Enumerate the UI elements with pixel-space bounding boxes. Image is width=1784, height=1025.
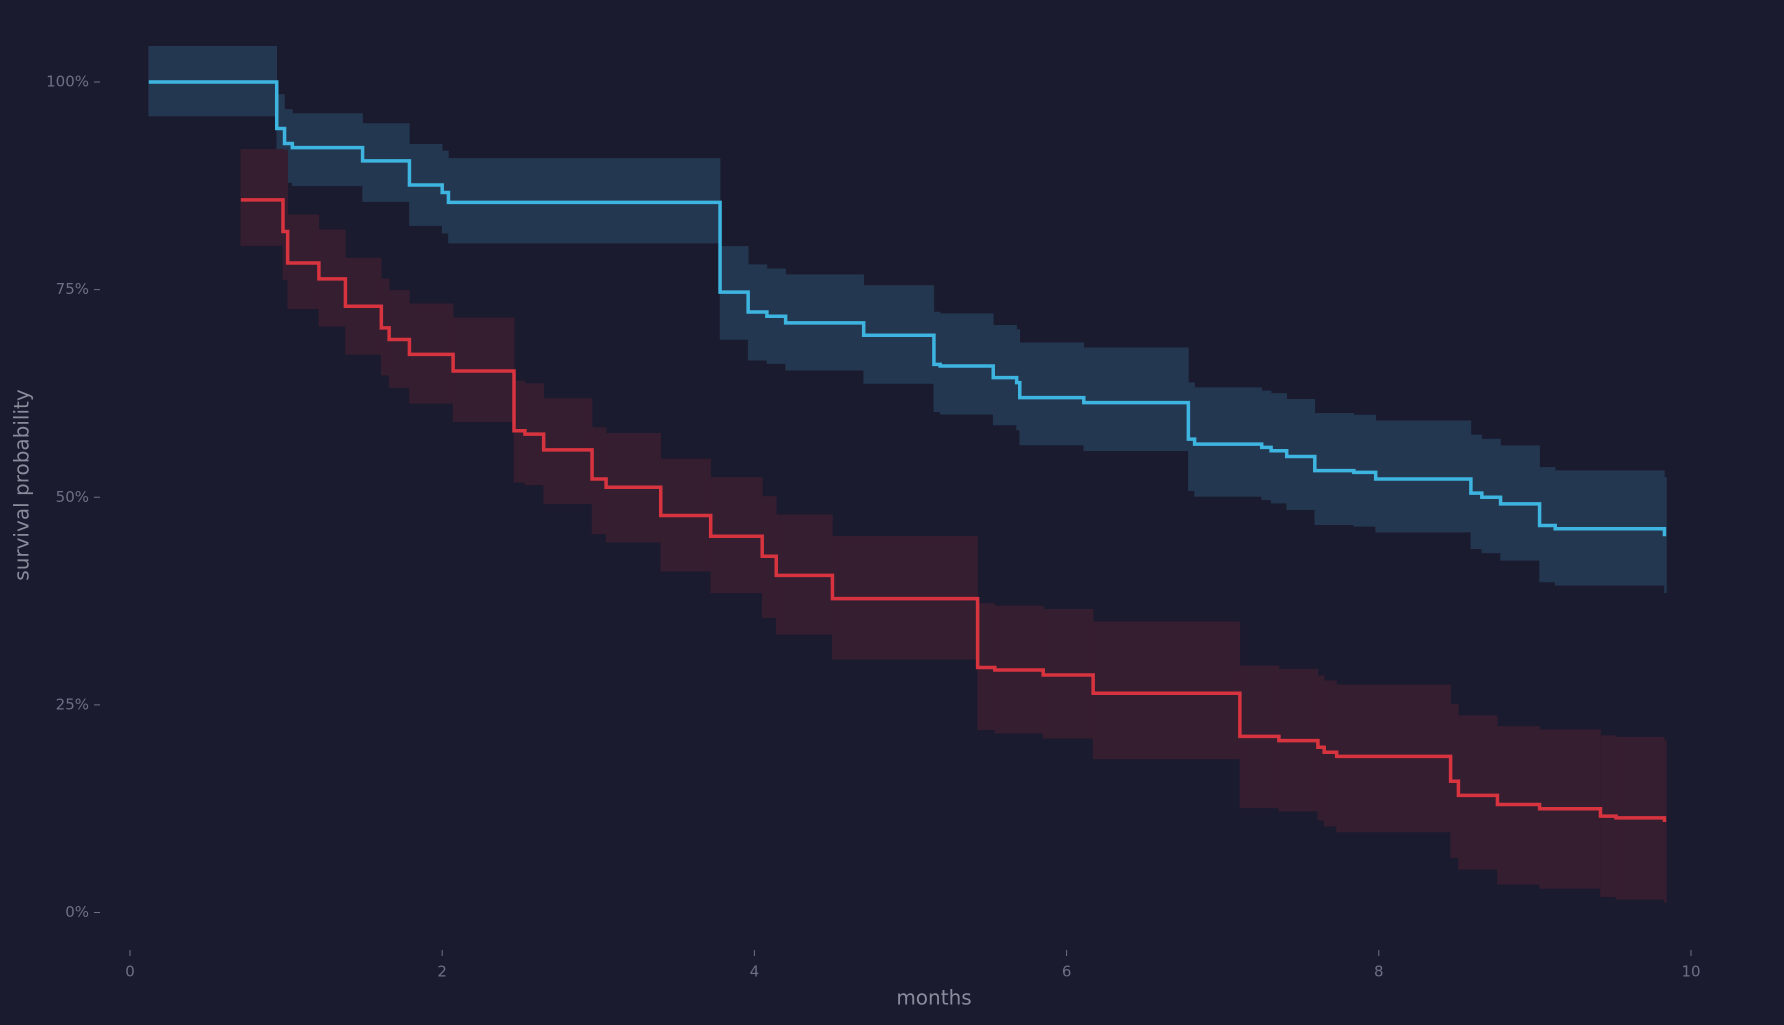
confidence-band [1019, 342, 1085, 446]
x-tick-label: 8 [1374, 963, 1384, 981]
survival-line [148, 80, 1667, 537]
confidence-band [1083, 347, 1189, 452]
y-tick-label: 75% [56, 280, 89, 298]
x-tick-label: 2 [437, 963, 447, 981]
confidence-band [1270, 393, 1288, 504]
confidence-band [292, 113, 363, 187]
confidence-band [939, 313, 994, 415]
x-tick-label: 6 [1062, 963, 1072, 981]
confidence-band [1375, 420, 1472, 533]
confidence-band [992, 325, 1017, 426]
y-tick-label: 50% [56, 488, 89, 506]
confidence-band [1458, 715, 1498, 870]
x-tick-label: 0 [125, 963, 135, 981]
y-tick-label: 100% [46, 73, 89, 91]
confidence-band [1092, 621, 1241, 760]
confidence-band [1194, 387, 1263, 497]
y-axis-label: survival probability [10, 389, 34, 581]
confidence-band [1336, 684, 1451, 833]
x-axis-label: months [896, 986, 971, 1010]
confidence-band [240, 148, 284, 246]
x-tick-label: 4 [750, 963, 760, 981]
y-tick-label: 0% [65, 903, 89, 921]
y-tick-label: 25% [56, 695, 89, 713]
survival-line [240, 198, 1667, 822]
x-tick-label: 10 [1681, 963, 1700, 981]
confidence-band [1286, 398, 1316, 511]
